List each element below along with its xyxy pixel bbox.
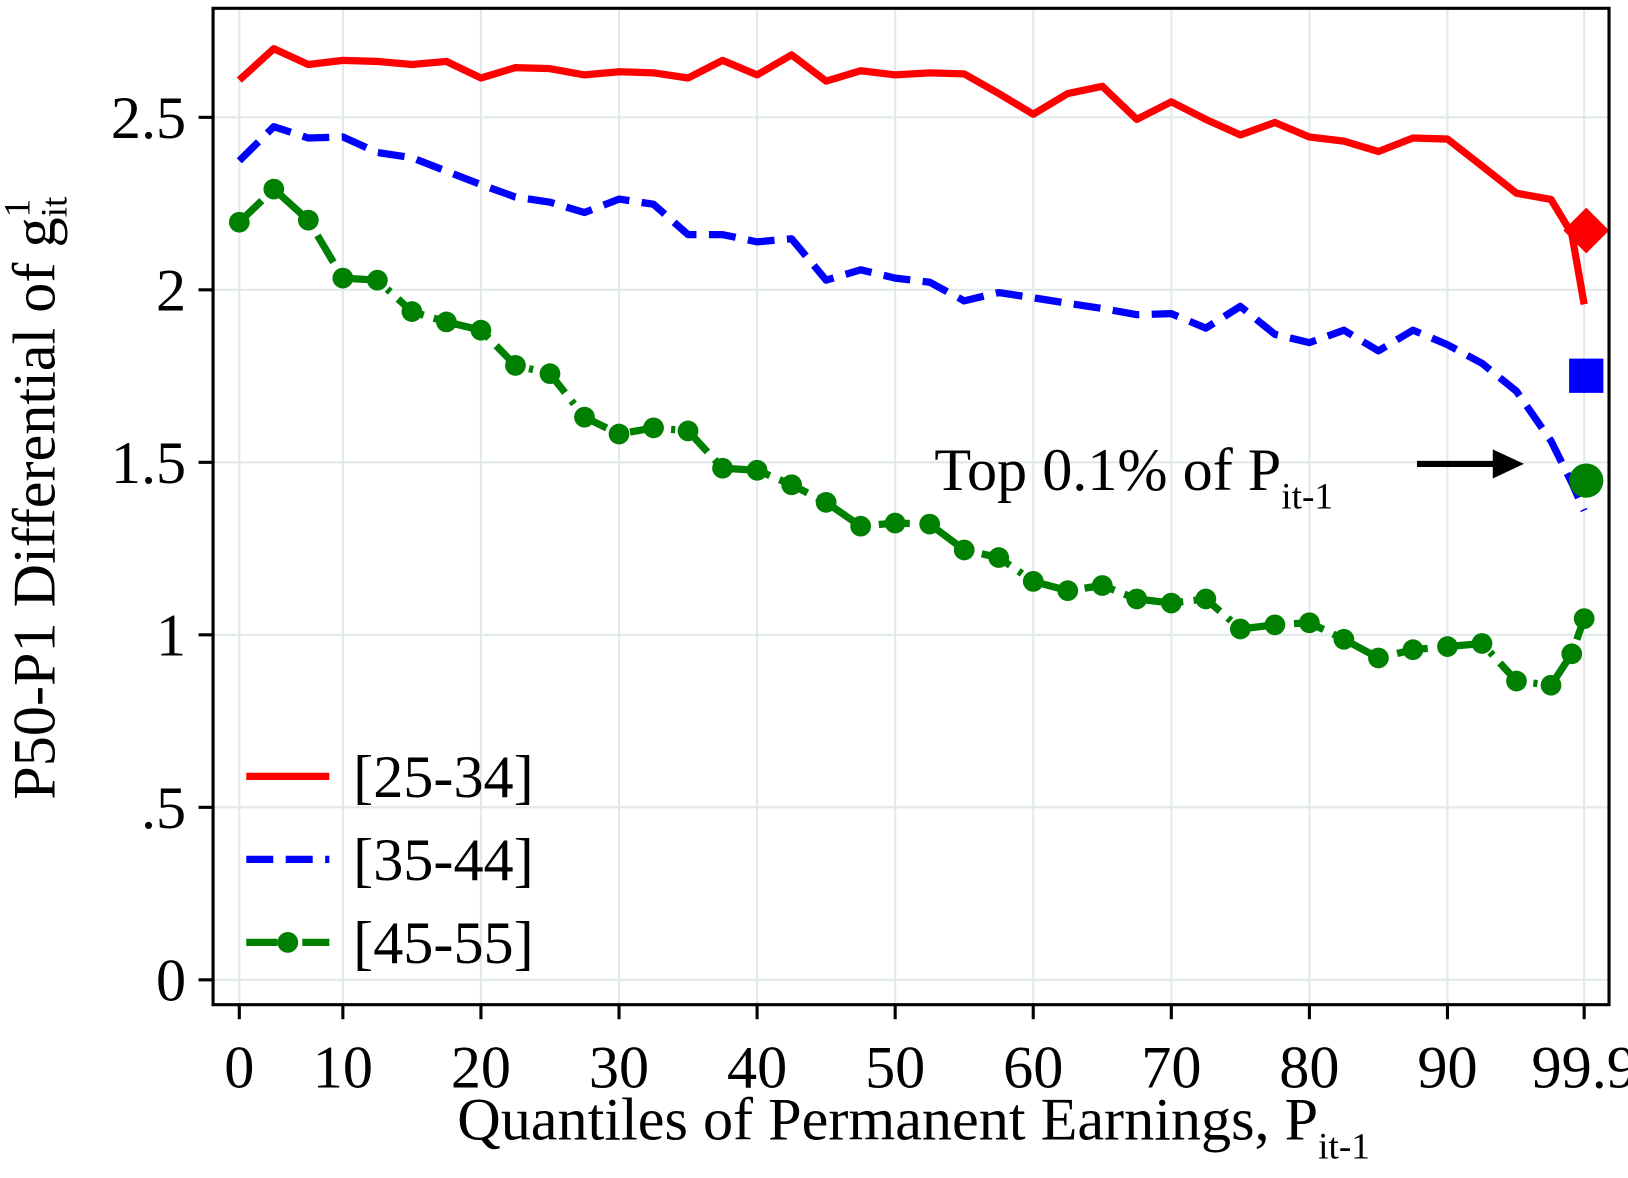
point-marker bbox=[746, 459, 768, 481]
x-tick-label: 60 bbox=[1003, 1035, 1063, 1102]
x-label-main: Quantiles of Permanent Earnings, P bbox=[457, 1087, 1318, 1154]
y-tick-label: 0 bbox=[156, 948, 186, 1015]
point-marker bbox=[332, 267, 354, 289]
point-marker bbox=[539, 363, 561, 385]
point-marker bbox=[953, 539, 975, 561]
point-marker bbox=[1368, 647, 1389, 669]
point-marker bbox=[401, 301, 423, 322]
legend-entry: [35-44] bbox=[246, 827, 534, 894]
point-marker bbox=[1333, 628, 1355, 650]
x-tick-label: 10 bbox=[313, 1035, 373, 1102]
point-marker bbox=[228, 211, 250, 233]
point-marker bbox=[988, 547, 1010, 568]
series-line bbox=[236, 185, 1588, 689]
x-tick-label: 0 bbox=[224, 1035, 254, 1102]
point-marker bbox=[1057, 580, 1079, 602]
point-marker bbox=[1402, 639, 1424, 661]
annotation-main: Top 0.1% of P bbox=[934, 437, 1281, 504]
point-marker bbox=[505, 355, 526, 376]
point-marker bbox=[1561, 643, 1583, 665]
point-marker bbox=[815, 491, 837, 513]
x-tick-label: 20 bbox=[451, 1035, 511, 1102]
series-line bbox=[236, 123, 1588, 513]
legend-marker bbox=[277, 932, 299, 953]
x-axis-label: Quantiles of Permanent Earnings, Pit-1 bbox=[457, 1087, 1370, 1168]
x-tick-label: 70 bbox=[1141, 1035, 1201, 1102]
top-marker bbox=[1569, 463, 1604, 498]
point-marker bbox=[919, 513, 941, 535]
point-marker bbox=[712, 457, 733, 479]
point-marker bbox=[1540, 674, 1562, 696]
legend-label: [25-34] bbox=[353, 744, 534, 811]
y-label-sup: 1 bbox=[0, 199, 38, 218]
y-tick-label: 1.5 bbox=[111, 430, 186, 497]
point-marker bbox=[1091, 575, 1113, 596]
legend-label: [35-44] bbox=[353, 827, 534, 894]
point-marker bbox=[1437, 636, 1458, 657]
y-tick-label: .5 bbox=[141, 775, 186, 842]
legend-entry: [25-34] bbox=[246, 744, 534, 811]
series-line bbox=[236, 45, 1588, 305]
x-tick-label: 50 bbox=[865, 1035, 925, 1102]
point-marker bbox=[884, 512, 906, 534]
annotation: Top 0.1% of Pit-1 bbox=[934, 437, 1333, 518]
y-tick-label: 2 bbox=[156, 258, 186, 325]
point-marker bbox=[1264, 614, 1286, 636]
point-marker bbox=[1229, 618, 1251, 640]
point-marker bbox=[436, 311, 457, 333]
point-marker bbox=[1195, 588, 1217, 610]
x-tick-label: 80 bbox=[1279, 1035, 1339, 1102]
x-tick-label: 90 bbox=[1417, 1035, 1477, 1102]
plot-area bbox=[213, 8, 1610, 1005]
point-marker bbox=[263, 178, 285, 200]
y-label-main: P50-P1 Differential of g bbox=[1, 217, 68, 799]
y-tick-label: 1 bbox=[156, 603, 186, 670]
point-marker bbox=[781, 474, 802, 496]
point-marker bbox=[1471, 633, 1493, 654]
point-marker bbox=[1160, 592, 1182, 614]
x-tick-label: 99.9 bbox=[1532, 1035, 1628, 1102]
point-marker bbox=[608, 423, 630, 445]
annotation-sub: it-1 bbox=[1281, 477, 1333, 518]
y-tick-label: 2.5 bbox=[111, 85, 186, 152]
y-label-sub: it bbox=[35, 196, 76, 217]
point-marker bbox=[1126, 588, 1148, 610]
point-marker bbox=[297, 209, 319, 231]
top-marker bbox=[1569, 358, 1604, 393]
point-marker bbox=[1022, 570, 1044, 592]
annotation-arrow bbox=[1417, 449, 1524, 479]
legend-entry: [45-55] bbox=[246, 910, 534, 977]
x-tick-label: 40 bbox=[727, 1035, 787, 1102]
point-marker bbox=[574, 406, 595, 428]
point-marker bbox=[1299, 612, 1320, 634]
point-marker bbox=[1573, 608, 1595, 629]
point-marker bbox=[850, 515, 872, 537]
plot-frame bbox=[211, 6, 1611, 1007]
grid bbox=[213, 8, 1610, 1005]
point-marker bbox=[677, 420, 699, 442]
legend-label: [45-55] bbox=[353, 910, 534, 977]
point-marker bbox=[470, 319, 492, 341]
x-label-sub: it-1 bbox=[1318, 1126, 1370, 1167]
y-axis-label: P50-P1 Differential of g1it bbox=[0, 196, 76, 800]
point-marker bbox=[643, 417, 664, 439]
point-marker bbox=[1506, 670, 1527, 692]
x-tick-label: 30 bbox=[589, 1035, 649, 1102]
point-marker bbox=[366, 269, 388, 291]
